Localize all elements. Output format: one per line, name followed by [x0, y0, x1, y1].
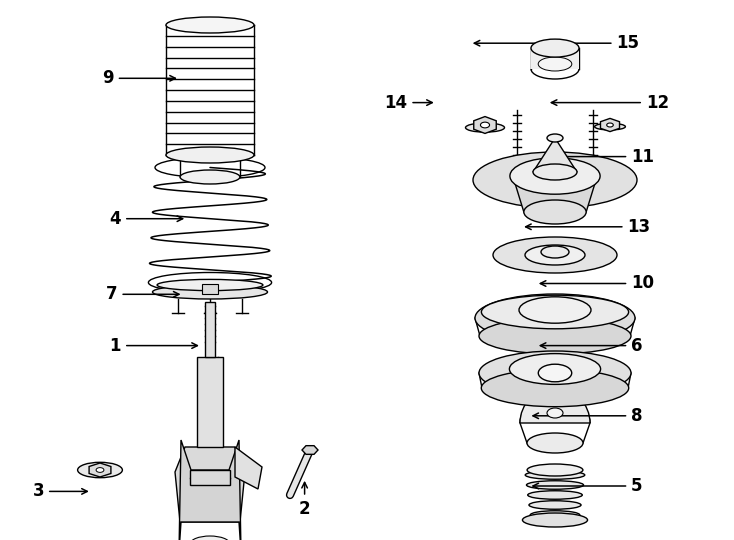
Ellipse shape	[519, 297, 591, 323]
Text: 10: 10	[540, 274, 654, 293]
Ellipse shape	[595, 123, 625, 130]
Ellipse shape	[531, 39, 579, 57]
Ellipse shape	[509, 354, 600, 384]
Ellipse shape	[533, 164, 577, 180]
Text: 9: 9	[102, 69, 175, 87]
Ellipse shape	[479, 318, 631, 354]
Text: 7: 7	[106, 285, 179, 303]
Ellipse shape	[166, 147, 254, 163]
Ellipse shape	[482, 369, 629, 407]
Ellipse shape	[547, 134, 563, 142]
Ellipse shape	[527, 433, 583, 453]
Polygon shape	[179, 440, 241, 540]
Ellipse shape	[479, 351, 631, 395]
Ellipse shape	[153, 285, 267, 299]
Text: 14: 14	[384, 93, 432, 112]
Wedge shape	[520, 388, 590, 423]
Ellipse shape	[525, 245, 585, 265]
Ellipse shape	[528, 491, 582, 500]
Ellipse shape	[493, 237, 617, 273]
Text: 6: 6	[540, 336, 643, 355]
Ellipse shape	[475, 294, 635, 342]
Ellipse shape	[190, 536, 230, 540]
Text: 15: 15	[474, 34, 639, 52]
Bar	[205, 302, 215, 357]
Ellipse shape	[157, 279, 263, 291]
Bar	[190, 470, 230, 485]
Polygon shape	[175, 447, 245, 522]
Ellipse shape	[527, 464, 583, 476]
Ellipse shape	[166, 17, 254, 33]
Polygon shape	[473, 117, 496, 133]
Bar	[197, 357, 223, 447]
Ellipse shape	[180, 170, 240, 184]
Ellipse shape	[473, 152, 637, 208]
Text: 1: 1	[109, 336, 197, 355]
Polygon shape	[600, 118, 619, 132]
Polygon shape	[235, 447, 262, 489]
Text: 11: 11	[548, 147, 654, 166]
Polygon shape	[533, 138, 577, 172]
Polygon shape	[89, 463, 111, 477]
Ellipse shape	[481, 122, 490, 128]
Ellipse shape	[541, 246, 569, 258]
Ellipse shape	[538, 364, 572, 382]
Ellipse shape	[607, 123, 614, 127]
Bar	[202, 284, 218, 294]
Polygon shape	[531, 48, 579, 69]
Ellipse shape	[547, 408, 563, 418]
Text: 13: 13	[526, 218, 651, 236]
Ellipse shape	[482, 295, 628, 329]
Text: 8: 8	[533, 407, 643, 425]
Ellipse shape	[78, 462, 123, 478]
Text: 12: 12	[551, 93, 669, 112]
Ellipse shape	[510, 158, 600, 194]
Ellipse shape	[530, 511, 580, 519]
Text: 5: 5	[533, 477, 643, 495]
Ellipse shape	[529, 501, 581, 509]
Text: 4: 4	[109, 210, 183, 228]
Ellipse shape	[526, 481, 584, 489]
Ellipse shape	[523, 513, 587, 527]
Ellipse shape	[465, 123, 504, 132]
Ellipse shape	[96, 468, 104, 472]
Polygon shape	[514, 180, 596, 212]
Polygon shape	[302, 446, 318, 454]
Ellipse shape	[526, 471, 585, 480]
Ellipse shape	[538, 57, 572, 71]
Ellipse shape	[524, 200, 586, 224]
Text: 2: 2	[299, 482, 310, 518]
Text: 3: 3	[32, 482, 87, 501]
